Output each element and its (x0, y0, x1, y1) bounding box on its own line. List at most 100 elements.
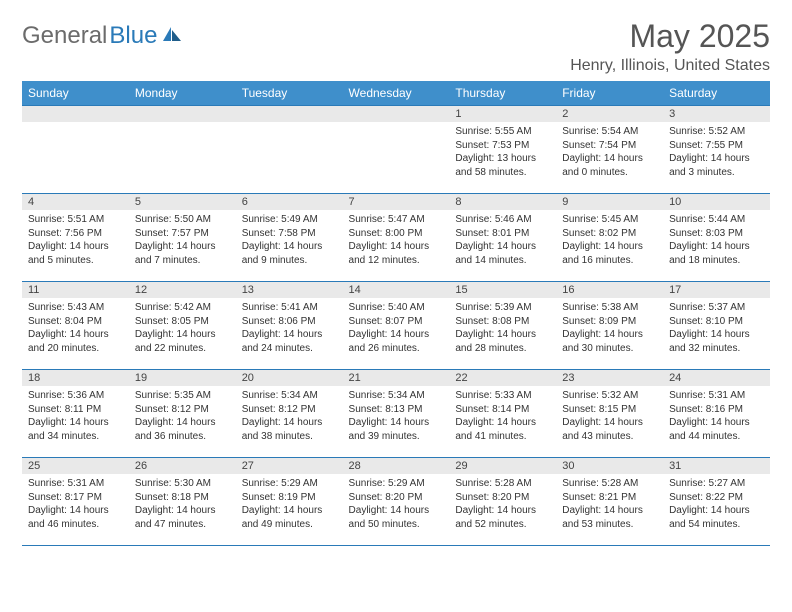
calendar-cell: 27Sunrise: 5:29 AMSunset: 8:19 PMDayligh… (236, 458, 343, 546)
calendar-cell: 8Sunrise: 5:46 AMSunset: 8:01 PMDaylight… (449, 194, 556, 282)
calendar-cell: 10Sunrise: 5:44 AMSunset: 8:03 PMDayligh… (663, 194, 770, 282)
calendar-cell: 4Sunrise: 5:51 AMSunset: 7:56 PMDaylight… (22, 194, 129, 282)
calendar-cell: 23Sunrise: 5:32 AMSunset: 8:15 PMDayligh… (556, 370, 663, 458)
calendar-cell: 31Sunrise: 5:27 AMSunset: 8:22 PMDayligh… (663, 458, 770, 546)
calendar-table: Sunday Monday Tuesday Wednesday Thursday… (22, 81, 770, 546)
day-details: Sunrise: 5:38 AMSunset: 8:09 PMDaylight:… (556, 298, 663, 359)
day-number: 2 (556, 106, 663, 122)
dayname-sun: Sunday (22, 81, 129, 106)
day-details: Sunrise: 5:43 AMSunset: 8:04 PMDaylight:… (22, 298, 129, 359)
logo-text-gray: General (22, 22, 107, 50)
day-number: 12 (129, 282, 236, 298)
day-details: Sunrise: 5:36 AMSunset: 8:11 PMDaylight:… (22, 386, 129, 447)
month-title: May 2025 (570, 18, 770, 55)
day-number: 30 (556, 458, 663, 474)
day-number: 22 (449, 370, 556, 386)
day-details: Sunrise: 5:50 AMSunset: 7:57 PMDaylight:… (129, 210, 236, 271)
day-details: Sunrise: 5:42 AMSunset: 8:05 PMDaylight:… (129, 298, 236, 359)
day-header-row: Sunday Monday Tuesday Wednesday Thursday… (22, 81, 770, 106)
day-details: Sunrise: 5:37 AMSunset: 8:10 PMDaylight:… (663, 298, 770, 359)
day-details: Sunrise: 5:28 AMSunset: 8:21 PMDaylight:… (556, 474, 663, 535)
calendar-week-row: 4Sunrise: 5:51 AMSunset: 7:56 PMDaylight… (22, 194, 770, 282)
day-number: 31 (663, 458, 770, 474)
day-details: Sunrise: 5:46 AMSunset: 8:01 PMDaylight:… (449, 210, 556, 271)
day-number (22, 106, 129, 122)
calendar-cell: 15Sunrise: 5:39 AMSunset: 8:08 PMDayligh… (449, 282, 556, 370)
day-number: 16 (556, 282, 663, 298)
day-number: 5 (129, 194, 236, 210)
day-details: Sunrise: 5:31 AMSunset: 8:17 PMDaylight:… (22, 474, 129, 535)
calendar-cell: 22Sunrise: 5:33 AMSunset: 8:14 PMDayligh… (449, 370, 556, 458)
day-details: Sunrise: 5:35 AMSunset: 8:12 PMDaylight:… (129, 386, 236, 447)
calendar-week-row: 11Sunrise: 5:43 AMSunset: 8:04 PMDayligh… (22, 282, 770, 370)
calendar-cell: 11Sunrise: 5:43 AMSunset: 8:04 PMDayligh… (22, 282, 129, 370)
day-number: 21 (343, 370, 450, 386)
calendar-cell: 7Sunrise: 5:47 AMSunset: 8:00 PMDaylight… (343, 194, 450, 282)
day-number: 10 (663, 194, 770, 210)
calendar-cell: 14Sunrise: 5:40 AMSunset: 8:07 PMDayligh… (343, 282, 450, 370)
location-text: Henry, Illinois, United States (570, 57, 770, 75)
calendar-cell: 5Sunrise: 5:50 AMSunset: 7:57 PMDaylight… (129, 194, 236, 282)
day-details: Sunrise: 5:28 AMSunset: 8:20 PMDaylight:… (449, 474, 556, 535)
calendar-cell (343, 106, 450, 194)
logo: GeneralBlue (22, 22, 183, 50)
dayname-mon: Monday (129, 81, 236, 106)
day-number (236, 106, 343, 122)
day-number: 23 (556, 370, 663, 386)
calendar-cell: 20Sunrise: 5:34 AMSunset: 8:12 PMDayligh… (236, 370, 343, 458)
day-number: 9 (556, 194, 663, 210)
day-details: Sunrise: 5:30 AMSunset: 8:18 PMDaylight:… (129, 474, 236, 535)
day-details: Sunrise: 5:41 AMSunset: 8:06 PMDaylight:… (236, 298, 343, 359)
day-details: Sunrise: 5:49 AMSunset: 7:58 PMDaylight:… (236, 210, 343, 271)
day-number: 1 (449, 106, 556, 122)
day-details: Sunrise: 5:47 AMSunset: 8:00 PMDaylight:… (343, 210, 450, 271)
calendar-cell: 13Sunrise: 5:41 AMSunset: 8:06 PMDayligh… (236, 282, 343, 370)
day-number: 6 (236, 194, 343, 210)
calendar-cell: 21Sunrise: 5:34 AMSunset: 8:13 PMDayligh… (343, 370, 450, 458)
day-details: Sunrise: 5:52 AMSunset: 7:55 PMDaylight:… (663, 122, 770, 183)
calendar-cell: 12Sunrise: 5:42 AMSunset: 8:05 PMDayligh… (129, 282, 236, 370)
day-number (343, 106, 450, 122)
calendar-cell: 9Sunrise: 5:45 AMSunset: 8:02 PMDaylight… (556, 194, 663, 282)
calendar-cell: 29Sunrise: 5:28 AMSunset: 8:20 PMDayligh… (449, 458, 556, 546)
calendar-cell: 25Sunrise: 5:31 AMSunset: 8:17 PMDayligh… (22, 458, 129, 546)
day-number: 29 (449, 458, 556, 474)
day-number: 20 (236, 370, 343, 386)
dayname-thu: Thursday (449, 81, 556, 106)
calendar-cell: 1Sunrise: 5:55 AMSunset: 7:53 PMDaylight… (449, 106, 556, 194)
calendar-cell: 26Sunrise: 5:30 AMSunset: 8:18 PMDayligh… (129, 458, 236, 546)
day-number: 18 (22, 370, 129, 386)
calendar-cell: 17Sunrise: 5:37 AMSunset: 8:10 PMDayligh… (663, 282, 770, 370)
calendar-week-row: 25Sunrise: 5:31 AMSunset: 8:17 PMDayligh… (22, 458, 770, 546)
day-details: Sunrise: 5:32 AMSunset: 8:15 PMDaylight:… (556, 386, 663, 447)
dayname-sat: Saturday (663, 81, 770, 106)
calendar-cell (236, 106, 343, 194)
calendar-cell (129, 106, 236, 194)
day-number: 17 (663, 282, 770, 298)
logo-sail-icon (161, 25, 183, 48)
day-number: 11 (22, 282, 129, 298)
day-number: 28 (343, 458, 450, 474)
header: GeneralBlue May 2025 Henry, Illinois, Un… (22, 18, 770, 75)
day-details: Sunrise: 5:45 AMSunset: 8:02 PMDaylight:… (556, 210, 663, 271)
day-details: Sunrise: 5:29 AMSunset: 8:20 PMDaylight:… (343, 474, 450, 535)
day-number: 24 (663, 370, 770, 386)
dayname-wed: Wednesday (343, 81, 450, 106)
day-details: Sunrise: 5:34 AMSunset: 8:13 PMDaylight:… (343, 386, 450, 447)
day-number: 19 (129, 370, 236, 386)
day-number: 25 (22, 458, 129, 474)
day-details: Sunrise: 5:31 AMSunset: 8:16 PMDaylight:… (663, 386, 770, 447)
calendar-cell: 18Sunrise: 5:36 AMSunset: 8:11 PMDayligh… (22, 370, 129, 458)
day-number: 13 (236, 282, 343, 298)
day-details: Sunrise: 5:34 AMSunset: 8:12 PMDaylight:… (236, 386, 343, 447)
calendar-cell: 28Sunrise: 5:29 AMSunset: 8:20 PMDayligh… (343, 458, 450, 546)
day-number: 26 (129, 458, 236, 474)
day-details: Sunrise: 5:44 AMSunset: 8:03 PMDaylight:… (663, 210, 770, 271)
calendar-week-row: 1Sunrise: 5:55 AMSunset: 7:53 PMDaylight… (22, 106, 770, 194)
day-details: Sunrise: 5:54 AMSunset: 7:54 PMDaylight:… (556, 122, 663, 183)
day-number: 3 (663, 106, 770, 122)
day-details: Sunrise: 5:40 AMSunset: 8:07 PMDaylight:… (343, 298, 450, 359)
title-block: May 2025 Henry, Illinois, United States (570, 18, 770, 75)
day-details: Sunrise: 5:51 AMSunset: 7:56 PMDaylight:… (22, 210, 129, 271)
day-details: Sunrise: 5:33 AMSunset: 8:14 PMDaylight:… (449, 386, 556, 447)
